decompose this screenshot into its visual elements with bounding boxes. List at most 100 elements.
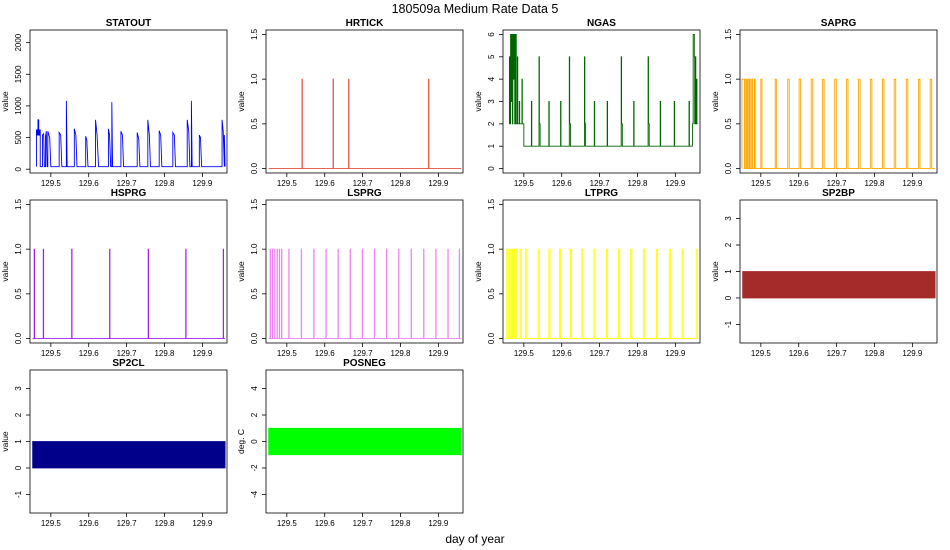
panel-posneg: POSNEG deg. C 129.5 129.6 129.7 129.8 129.9 -4 -… bbox=[236, 358, 464, 528]
x-tick-label: 129.8 bbox=[390, 179, 411, 188]
y-tick-label: 4 bbox=[487, 76, 496, 81]
x-tick-label: 129.7 bbox=[353, 349, 374, 358]
plot-frame bbox=[29, 29, 228, 174]
y-tick-label: 0 bbox=[14, 465, 23, 470]
panel-statout: STATOUT value 129.5 129.6 129.7 129.8 129.9 0 50… bbox=[0, 18, 228, 188]
x-tick-label: 129.6 bbox=[315, 519, 336, 528]
plot-frame bbox=[739, 29, 938, 174]
panel-sp2bp: SP2BP value 129.5 129.6 129.7 129.8 129.9 -1 0 1 2… bbox=[710, 188, 938, 358]
x-tick-label: 129.5 bbox=[751, 349, 772, 358]
plot-frame bbox=[265, 29, 464, 174]
y-tick-label: 0 bbox=[724, 295, 733, 300]
y-tick-label: 2000 bbox=[14, 33, 23, 51]
x-tick-label: 129.5 bbox=[514, 179, 535, 188]
y-tick-label: 0.5 bbox=[487, 288, 496, 300]
panel-title: SP2CL bbox=[112, 358, 144, 369]
y-tick-label: 0 bbox=[250, 439, 259, 444]
y-tick-label: 4 bbox=[250, 386, 259, 391]
panel-sp2cl: SP2CL value 129.5 129.6 129.7 129.8 129.9 -1 0 1 2… bbox=[0, 358, 228, 528]
x-tick-label: 129.5 bbox=[514, 349, 535, 358]
figure-title: 180509a Medium Rate Data 5 bbox=[392, 2, 559, 16]
series-area bbox=[268, 427, 462, 456]
x-tick-label: 129.9 bbox=[192, 349, 213, 358]
x-tick-label: 129.8 bbox=[390, 519, 411, 528]
y-axis-label: value bbox=[236, 261, 246, 282]
y-tick-label: -4 bbox=[250, 490, 259, 498]
series-line bbox=[32, 248, 226, 339]
y-tick-label: 0 bbox=[14, 166, 23, 171]
y-tick-label: 1.5 bbox=[250, 198, 259, 210]
series-line bbox=[741, 78, 936, 169]
x-tick-label: 129.9 bbox=[428, 519, 449, 528]
x-tick-label: 129.6 bbox=[79, 519, 100, 528]
series-area bbox=[32, 441, 226, 469]
x-tick-label: 129.6 bbox=[315, 349, 336, 358]
y-axis-label: value bbox=[0, 91, 10, 112]
y-tick-label: 0 bbox=[487, 166, 496, 171]
series-line bbox=[35, 100, 226, 168]
y-tick-label: 1500 bbox=[14, 65, 23, 83]
x-tick-label: 129.7 bbox=[117, 179, 138, 188]
y-tick-label: 1 bbox=[487, 143, 496, 148]
y-axis-label: value bbox=[236, 91, 246, 112]
x-tick-label: 129.7 bbox=[353, 519, 374, 528]
y-tick-label: 1.0 bbox=[487, 243, 496, 255]
y-tick-label: 2 bbox=[487, 121, 496, 126]
x-tick-label: 129.5 bbox=[41, 519, 62, 528]
y-axis-label: value bbox=[0, 261, 10, 282]
y-tick-label: -1 bbox=[724, 320, 733, 328]
x-tick-label: 129.7 bbox=[117, 349, 138, 358]
plot-frame bbox=[265, 199, 464, 344]
y-tick-label: 1 bbox=[14, 439, 23, 444]
x-tick-label: 129.9 bbox=[192, 519, 213, 528]
x-tick-label: 129.7 bbox=[827, 349, 848, 358]
x-tick-label: 129.9 bbox=[428, 349, 449, 358]
panel-title: HSPRG bbox=[111, 188, 147, 199]
x-tick-label: 129.6 bbox=[315, 179, 336, 188]
y-tick-label: 3 bbox=[14, 386, 23, 391]
x-tick-label: 129.8 bbox=[154, 349, 175, 358]
y-tick-label: 6 bbox=[487, 32, 496, 37]
panel-hsprg: HSPRG value 129.5 129.6 129.7 129.8 129.9 0.0 0.… bbox=[0, 188, 228, 358]
x-tick-label: 129.8 bbox=[390, 349, 411, 358]
y-tick-label: 0.0 bbox=[724, 162, 733, 174]
x-tick-label: 129.7 bbox=[590, 349, 611, 358]
x-tick-label: 129.5 bbox=[41, 349, 62, 358]
x-tick-label: 129.8 bbox=[154, 519, 175, 528]
y-tick-label: 2 bbox=[724, 242, 733, 247]
series-line bbox=[505, 248, 699, 339]
y-tick-label: 3 bbox=[724, 216, 733, 221]
x-tick-label: 129.9 bbox=[665, 349, 686, 358]
y-tick-label: 0.5 bbox=[250, 288, 259, 300]
x-tick-label: 129.9 bbox=[428, 179, 449, 188]
y-tick-label: 3 bbox=[487, 99, 496, 104]
x-tick-label: 129.6 bbox=[79, 179, 100, 188]
x-tick-label: 129.6 bbox=[552, 349, 573, 358]
y-axis-label: value bbox=[710, 261, 720, 282]
x-tick-label: 129.8 bbox=[864, 179, 885, 188]
x-tick-label: 129.5 bbox=[751, 179, 772, 188]
y-tick-label: 1 bbox=[724, 269, 733, 274]
x-tick-label: 129.5 bbox=[277, 519, 298, 528]
panel-title: HRTICK bbox=[346, 18, 385, 29]
x-tick-label: 129.7 bbox=[117, 519, 138, 528]
y-tick-label: 0.5 bbox=[14, 288, 23, 300]
panel-title: SAPRG bbox=[821, 18, 857, 29]
x-tick-label: 129.9 bbox=[192, 179, 213, 188]
y-tick-label: 500 bbox=[14, 130, 23, 144]
series-line bbox=[508, 34, 698, 147]
x-tick-label: 129.5 bbox=[277, 349, 298, 358]
plot-frame bbox=[502, 29, 701, 174]
x-tick-label: 129.9 bbox=[665, 179, 686, 188]
y-tick-label: 1.5 bbox=[724, 28, 733, 40]
figure-x-axis-label: day of year bbox=[445, 532, 504, 546]
y-axis-label: deg. C bbox=[236, 429, 246, 454]
panel-title: POSNEG bbox=[343, 358, 386, 369]
panel-title: LTPRG bbox=[585, 188, 618, 199]
x-tick-label: 129.9 bbox=[902, 349, 923, 358]
x-tick-label: 129.7 bbox=[590, 179, 611, 188]
y-axis-label: value bbox=[0, 431, 10, 452]
x-tick-label: 129.8 bbox=[864, 349, 885, 358]
panel-ngas: NGAS value 129.5 129.6 129.7 129.8 129.9 0 1 2 3 4 5… bbox=[473, 18, 701, 188]
